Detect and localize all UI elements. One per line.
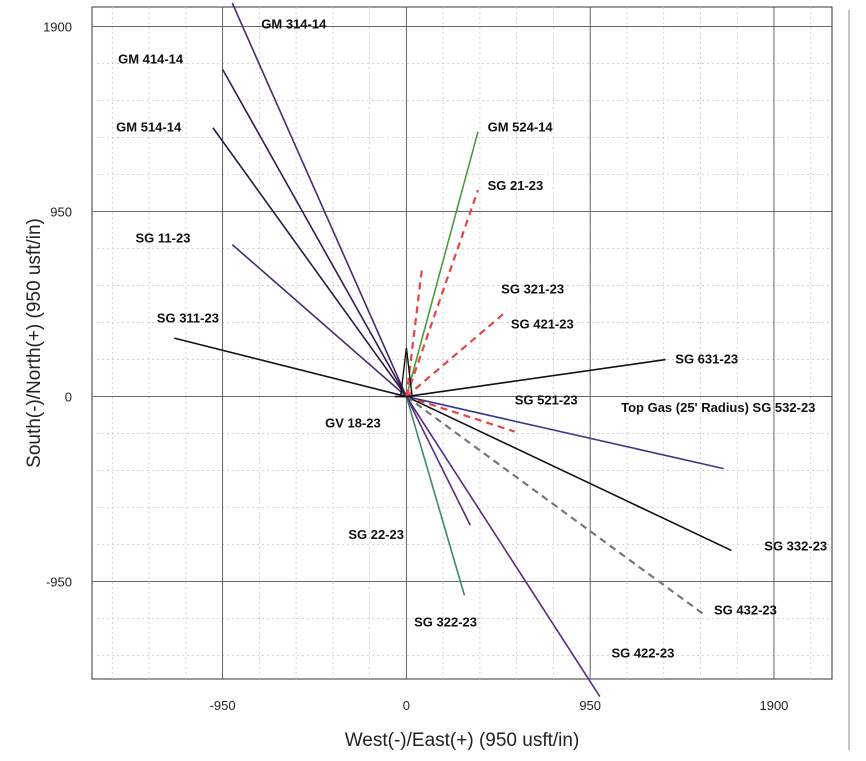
well-path [405,310,508,398]
y-tick-label: 950 [50,205,72,220]
well-path [405,396,471,526]
well-label: SG 432-23 [714,603,777,618]
well-path [174,337,407,398]
y-axis-title: South(-)/North(+) (950 usft/in) [24,218,45,468]
well-path [406,395,732,552]
well-label: GV 18-23 [325,416,381,431]
well-label: GM 314-14 [261,16,327,31]
well-path [231,244,407,398]
well-path [406,395,724,470]
x-tick-label: 1900 [759,698,788,713]
well-label: SG 422-23 [611,646,674,661]
well-label: SG 332-23 [764,538,827,553]
well-label: SG 22-23 [348,527,404,542]
well-path [212,127,408,398]
well-label: GM 514-14 [116,120,182,135]
well-path [406,358,666,398]
well-series [174,2,732,697]
well-label: SG 521-23 [515,392,578,407]
well-label: Top Gas (25' Radius) SG 532-23 [621,400,815,415]
well-path [221,68,408,397]
well-label: SG 321-23 [501,281,564,296]
well-labels: GM 314-14 GM 414-14 GM 514-14 GM 524-14 SG 2… [116,16,827,660]
x-axis-title: West(-)/East(+) (950 usft/in) [345,730,580,751]
x-tick-label: 0 [403,698,410,713]
well-label: SG 421-23 [511,316,574,331]
well-path [405,396,466,596]
well-label: SG 21-23 [488,178,544,193]
well-label: GM 414-14 [118,51,184,66]
x-tick-label: 950 [579,698,601,713]
well-label: GM 524-14 [488,120,554,135]
well-path [405,131,479,397]
well-path [231,2,408,397]
well-label: SG 631-23 [675,351,738,366]
plot-frame [91,6,833,680]
well-label: SG 311-23 [157,311,219,326]
y-tick-label: -950 [46,575,72,590]
axis-ticks: -950 0 950 1900 -950 0 950 1900 [43,19,788,713]
pad-outline [399,347,413,398]
well-path [406,395,516,433]
well-path [405,395,705,616]
well-path [405,396,601,697]
x-tick-label: -950 [210,698,236,713]
y-tick-label: 1900 [43,19,72,34]
well-path [405,269,423,397]
y-tick-label: 0 [65,390,72,405]
well-label: SG 11-23 [136,231,191,246]
well-path [405,189,480,397]
well-label: SG 322-23 [414,614,477,629]
